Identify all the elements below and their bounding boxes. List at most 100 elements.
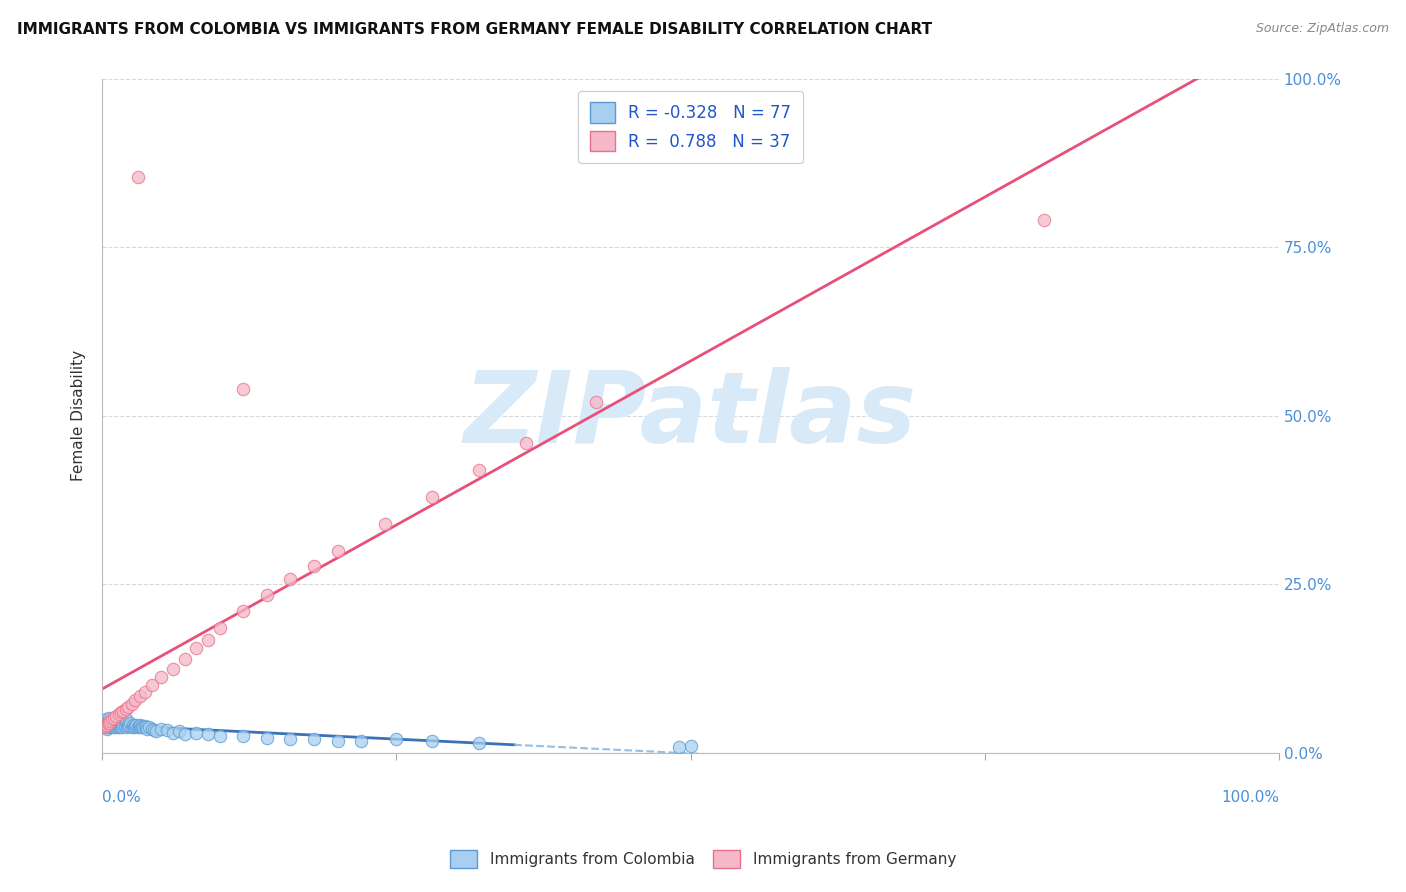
Point [105,708,128,723]
Point [420,733,443,747]
Point [114,719,136,733]
Point [93,715,115,730]
Point [136,722,159,736]
Point [110,719,132,733]
Point [114,716,136,731]
Point [115,720,138,734]
Point [93,720,115,734]
Point [121,717,143,731]
Point [105,714,128,729]
Point [98,719,121,733]
Point [515,435,537,450]
Point [280,732,302,747]
Point [197,632,219,647]
Point [1032,213,1054,227]
Point [110,706,132,720]
Point [145,724,167,739]
Point [162,662,184,676]
Point [128,719,150,733]
Point [107,715,129,730]
Point [114,702,136,716]
Point [143,723,166,737]
Point [94,719,117,733]
Point [302,732,325,747]
Point [124,719,146,733]
Point [100,712,122,726]
Point [97,714,120,728]
Point [107,706,129,721]
Point [134,719,156,733]
Point [98,711,121,725]
Point [110,714,132,729]
Point [156,723,179,737]
Point [280,572,302,586]
Point [173,651,195,665]
Point [103,719,125,733]
Point [94,719,117,733]
Point [125,717,148,731]
Point [101,717,124,731]
Point [96,717,118,731]
Point [100,717,122,731]
Point [256,587,278,601]
Point [326,733,349,747]
Point [107,720,129,734]
Point [208,621,231,635]
Point [118,719,141,733]
Point [150,722,173,736]
Point [138,720,160,734]
Text: ZIPatlas: ZIPatlas [464,368,917,465]
Point [100,720,122,734]
Point [167,724,190,739]
Point [232,604,254,618]
Point [326,543,349,558]
Point [121,720,143,734]
Point [350,733,373,747]
Point [420,490,443,504]
Point [197,727,219,741]
Point [468,463,491,477]
Point [150,670,173,684]
Point [302,558,325,573]
Point [132,720,155,734]
Point [98,715,121,730]
Point [121,698,143,712]
Point [97,720,120,734]
Point [103,711,125,725]
Point [107,719,129,733]
Point [232,729,254,743]
Text: Source: ZipAtlas.com: Source: ZipAtlas.com [1256,22,1389,36]
Point [93,720,115,734]
Point [127,720,149,734]
Point [100,714,122,728]
Text: 0.0%: 0.0% [103,790,141,805]
Point [128,717,150,731]
Point [131,719,153,733]
Legend: Immigrants from Colombia, Immigrants from Germany: Immigrants from Colombia, Immigrants fro… [443,843,963,875]
Point [105,719,128,733]
Point [141,678,163,692]
Point [108,716,131,731]
Point [111,720,134,734]
Point [129,720,152,734]
Point [114,712,136,726]
Point [112,704,135,718]
Point [103,712,125,726]
Point [108,720,131,734]
Point [101,720,124,734]
Legend: R = -0.328   N = 77, R =  0.788   N = 37: R = -0.328 N = 77, R = 0.788 N = 37 [578,91,803,163]
Point [385,732,408,747]
Point [141,722,163,736]
Point [173,727,195,741]
Point [128,689,150,703]
Text: IMMIGRANTS FROM COLOMBIA VS IMMIGRANTS FROM GERMANY FEMALE DISABILITY CORRELATIO: IMMIGRANTS FROM COLOMBIA VS IMMIGRANTS F… [17,22,932,37]
Point [117,717,139,731]
Point [232,382,254,396]
Point [122,720,145,734]
Point [104,716,127,731]
Point [585,395,607,409]
Point [127,169,149,184]
Point [104,720,127,734]
Point [97,715,120,730]
Point [117,700,139,714]
